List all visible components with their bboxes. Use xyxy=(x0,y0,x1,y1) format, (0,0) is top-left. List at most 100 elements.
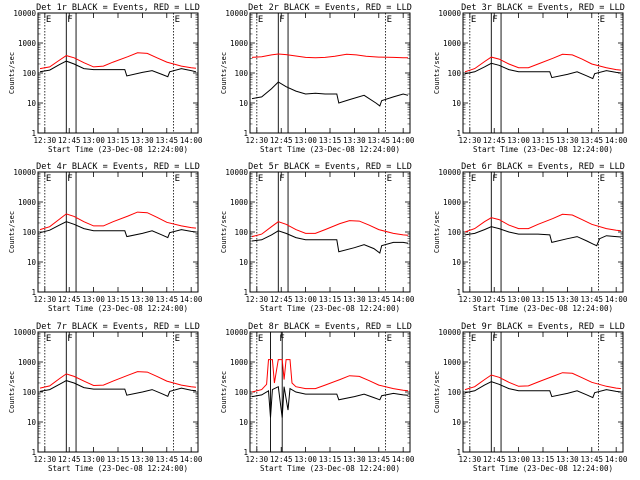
series-lld-line xyxy=(464,213,622,233)
x-tick-label: 13:15 xyxy=(107,136,130,145)
marker-label: E xyxy=(387,334,392,344)
y-tick-label: 10000 xyxy=(13,9,36,18)
x-tick-label: 13:00 xyxy=(294,455,317,464)
y-tick-label: 1000 xyxy=(230,39,249,48)
plot-frame xyxy=(37,12,199,134)
x-tick-label: 13:30 xyxy=(343,295,366,304)
y-tick-label: 1000 xyxy=(18,198,37,207)
y-tick-label: 1 xyxy=(456,129,461,138)
y-tick-label: 1000 xyxy=(443,198,462,207)
marker-label: F xyxy=(492,174,497,184)
y-tick-label: 100 xyxy=(447,228,461,237)
panel-8: Det 8r BLACK = Events, RED = LLD 1 10 100 10… xyxy=(220,322,415,473)
marker-label: E xyxy=(600,174,605,184)
x-tick-label: 13:15 xyxy=(532,455,555,464)
x-tick-label: 12:30 xyxy=(34,455,57,464)
x-tick-label: 13:30 xyxy=(556,295,579,304)
x-tick-label: 12:45 xyxy=(483,295,506,304)
x-tick-label: 13:00 xyxy=(82,136,105,145)
x-tick-label: 13:00 xyxy=(507,136,530,145)
y-tick-label: 10000 xyxy=(225,328,248,337)
x-tick-label: 12:45 xyxy=(58,295,81,304)
panel-3: Det 3r BLACK = Events, RED = LLD 1 10 100 10… xyxy=(433,3,628,154)
y-tick-label: 10000 xyxy=(225,168,248,177)
x-tick-label: 13:45 xyxy=(155,455,178,464)
plot-frame xyxy=(249,331,411,453)
series-lld-line xyxy=(251,220,409,238)
x-tick-label: 13:30 xyxy=(556,455,579,464)
y-tick-label: 10000 xyxy=(438,168,461,177)
y-tick-label: 1 xyxy=(456,288,461,297)
plot-frame xyxy=(462,171,624,293)
y-tick-label: 10 xyxy=(239,258,249,267)
panel-2: Det 2r BLACK = Events, RED = LLD 1 10 100 10… xyxy=(220,3,415,154)
y-tick-label: 100 xyxy=(22,388,36,397)
panel-title: Det 6r BLACK = Events, RED = LLD xyxy=(461,162,625,172)
y-axis-label: Counts/sec xyxy=(220,211,228,253)
y-tick-label: 1000 xyxy=(230,358,249,367)
y-tick-label: 10 xyxy=(239,99,249,108)
y-tick-label: 100 xyxy=(447,388,461,397)
y-tick-label: 100 xyxy=(234,228,248,237)
panel-title: Det 8r BLACK = Events, RED = LLD xyxy=(248,322,412,332)
x-tick-label: 13:30 xyxy=(343,136,366,145)
x-tick-label: 13:00 xyxy=(82,295,105,304)
y-tick-label: 10000 xyxy=(225,9,248,18)
x-tick-label: 14:00 xyxy=(605,136,628,145)
plot-frame xyxy=(37,171,199,293)
plot-frame xyxy=(249,12,411,134)
y-tick-label: 10000 xyxy=(438,328,461,337)
x-tick-label: 13:15 xyxy=(532,136,555,145)
marker-label: F xyxy=(67,174,72,184)
plot-frame xyxy=(462,12,624,134)
y-tick-label: 1 xyxy=(31,288,36,297)
x-axis-label: Start Time (23-Dec-08 12:24:00) xyxy=(48,304,188,313)
x-tick-label: 12:30 xyxy=(34,295,57,304)
y-tick-label: 1000 xyxy=(18,358,37,367)
x-tick-label: 14:00 xyxy=(605,295,628,304)
y-axis-label: Counts/sec xyxy=(8,52,16,94)
y-axis-label: Counts/sec xyxy=(220,52,228,94)
marker-label: E xyxy=(600,334,605,344)
x-tick-label: 12:30 xyxy=(459,295,482,304)
y-tick-label: 100 xyxy=(234,388,248,397)
panel-6: Det 6r BLACK = Events, RED = LLD 1 10 100 10… xyxy=(433,162,628,313)
x-axis-label: Start Time (23-Dec-08 12:24:00) xyxy=(48,464,188,473)
x-axis-label: Start Time (23-Dec-08 12:24:00) xyxy=(260,304,400,313)
series-events-line xyxy=(251,385,409,418)
x-tick-label: 13:45 xyxy=(580,295,603,304)
x-tick-label: 13:45 xyxy=(367,136,390,145)
series-lld-line xyxy=(464,53,622,73)
x-tick-label: 13:45 xyxy=(580,136,603,145)
marker-label: E xyxy=(387,15,392,25)
x-tick-label: 14:00 xyxy=(392,136,415,145)
marker-label: F xyxy=(279,15,284,25)
marker-label: E xyxy=(258,334,263,344)
x-tick-label: 13:15 xyxy=(319,295,342,304)
x-tick-label: 12:45 xyxy=(483,136,506,145)
x-tick-label: 13:45 xyxy=(367,455,390,464)
y-tick-label: 10 xyxy=(27,258,37,267)
x-tick-label: 14:00 xyxy=(392,295,415,304)
x-tick-label: 13:45 xyxy=(155,136,178,145)
x-tick-label: 14:00 xyxy=(392,455,415,464)
y-tick-label: 1 xyxy=(31,448,36,457)
marker-label: E xyxy=(471,15,476,25)
x-tick-label: 12:30 xyxy=(246,136,269,145)
x-tick-label: 14:00 xyxy=(605,455,628,464)
y-tick-label: 10 xyxy=(27,418,37,427)
y-tick-label: 100 xyxy=(22,69,36,78)
y-tick-label: 1000 xyxy=(443,358,462,367)
x-tick-label: 12:30 xyxy=(246,295,269,304)
panel-title: Det 7r BLACK = Events, RED = LLD xyxy=(36,322,200,332)
marker-label: F xyxy=(67,15,72,25)
series-lld-line xyxy=(251,359,409,393)
y-tick-label: 1 xyxy=(243,448,248,457)
marker-label: E xyxy=(46,15,51,25)
x-axis-label: Start Time (23-Dec-08 12:24:00) xyxy=(473,464,613,473)
x-axis-label: Start Time (23-Dec-08 12:24:00) xyxy=(260,145,400,154)
y-axis-label: Counts/sec xyxy=(8,371,16,413)
y-tick-label: 1000 xyxy=(443,39,462,48)
x-tick-label: 14:00 xyxy=(180,455,203,464)
